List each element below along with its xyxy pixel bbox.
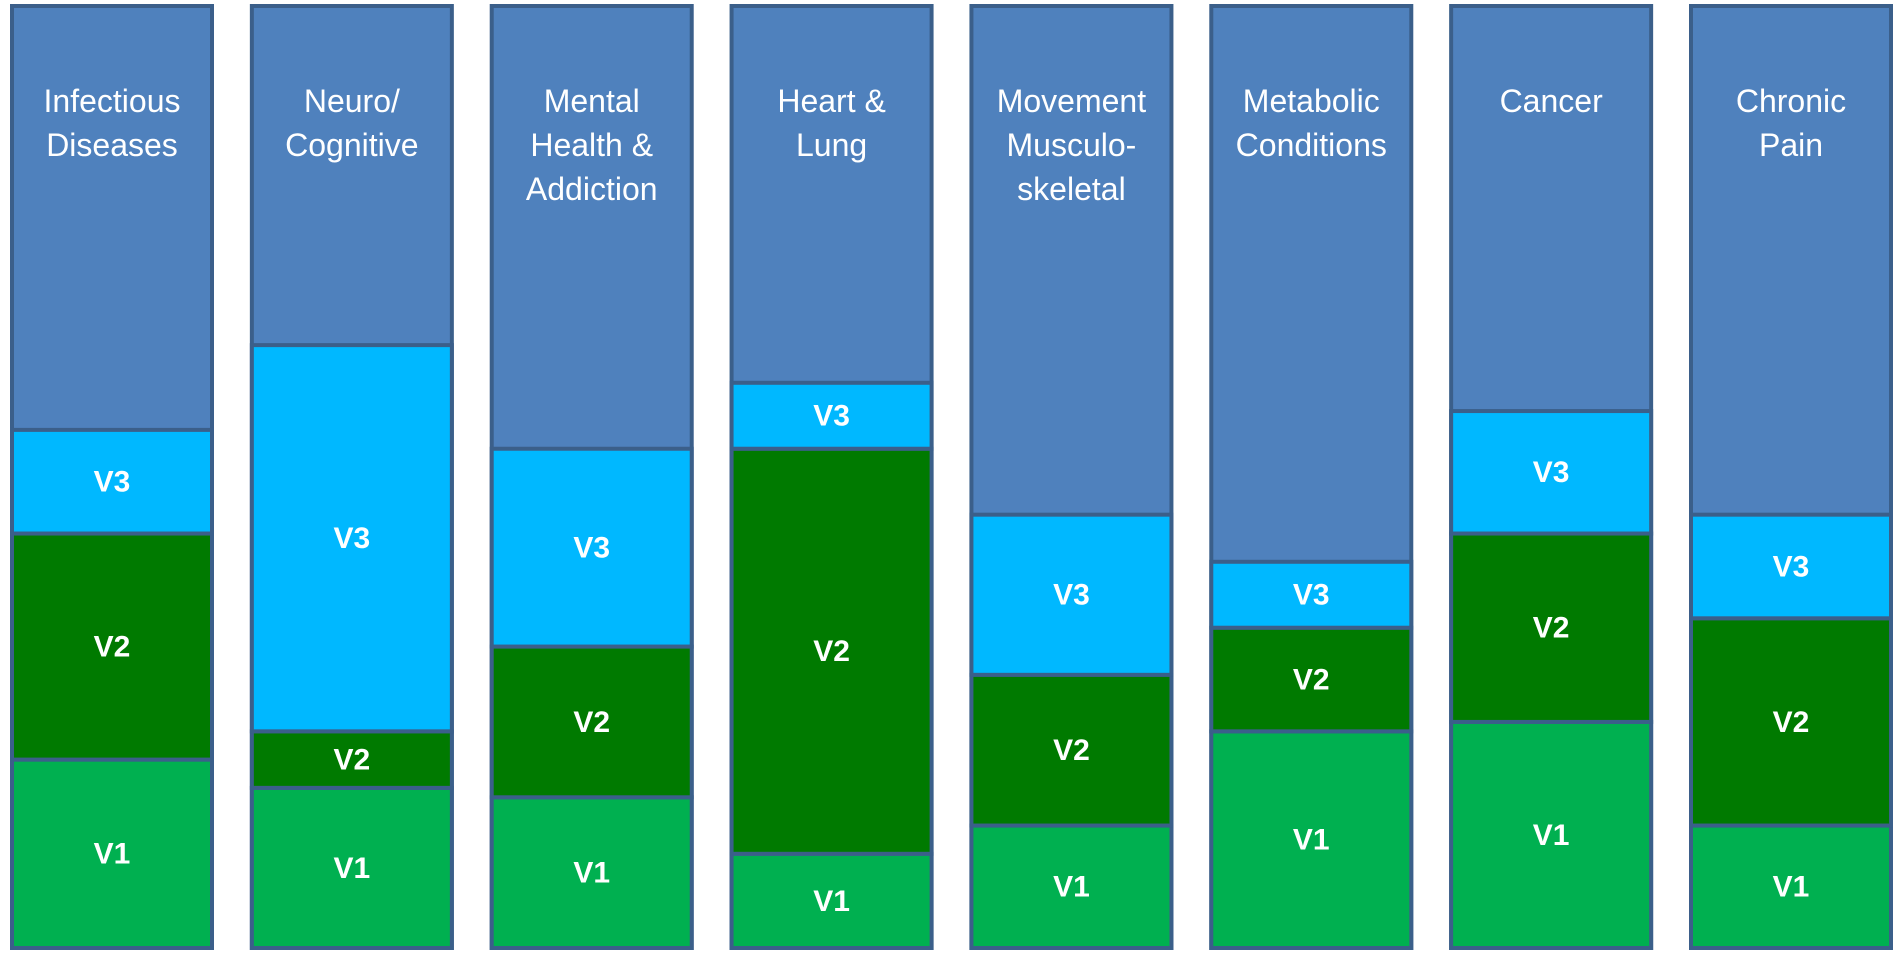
segment [729,446,934,856]
segment-label: V3 [1053,579,1090,612]
segment-label: V1 [334,852,371,885]
segment [489,446,694,649]
segment-label: V2 [573,706,610,739]
segment-label: V2 [813,635,850,668]
category-label: Heart & Lung [777,83,885,163]
segment [1689,616,1893,828]
segment [729,851,934,950]
segment [969,672,1174,828]
segment [1449,719,1654,950]
segment [1449,409,1654,536]
segment [1209,559,1414,630]
segment [489,644,694,800]
segment [969,512,1174,677]
category-label: Neuro/Cognitive [285,83,418,163]
category-label: Cancer [1500,83,1604,119]
segment [249,343,454,734]
segment [249,785,454,950]
segment [1689,512,1893,621]
segment [1209,729,1414,951]
segment-label: V3 [1533,456,1570,489]
segment-label: V3 [1773,550,1810,583]
segment-label: V1 [1773,871,1810,904]
segment-label: V2 [1773,706,1810,739]
segment-label: V1 [94,838,131,871]
category-label: Mental Health & Addiction [526,83,658,207]
segment [10,757,214,950]
category-label: Chronic Pain [1736,83,1846,163]
segment-label: V3 [334,522,371,555]
segment [249,729,454,790]
segment-label: V2 [1053,734,1090,767]
segment-label: V3 [813,400,850,433]
segment-label: V2 [1533,612,1570,645]
segment-label: V3 [94,466,131,499]
segment-label: V2 [94,630,131,663]
segment [729,380,934,451]
segment [1689,823,1893,950]
segment-label: V1 [1053,871,1090,904]
segment-label: V3 [1293,579,1330,612]
category-label: Movement Musculo-skeletal [997,83,1147,207]
segment-label: V1 [813,885,850,918]
segment-label: V2 [334,744,371,777]
segment-label: V1 [1293,824,1330,857]
segment [489,795,694,951]
segment-label: V1 [573,857,610,890]
segment-label: V2 [1293,663,1330,696]
category-label: Metabolic Conditions [1236,83,1387,163]
segment-label: V3 [573,532,610,565]
segment [10,427,214,536]
segment [10,531,214,762]
category-label: Infectious Diseases [44,83,181,163]
segment-label: V1 [1533,819,1570,852]
